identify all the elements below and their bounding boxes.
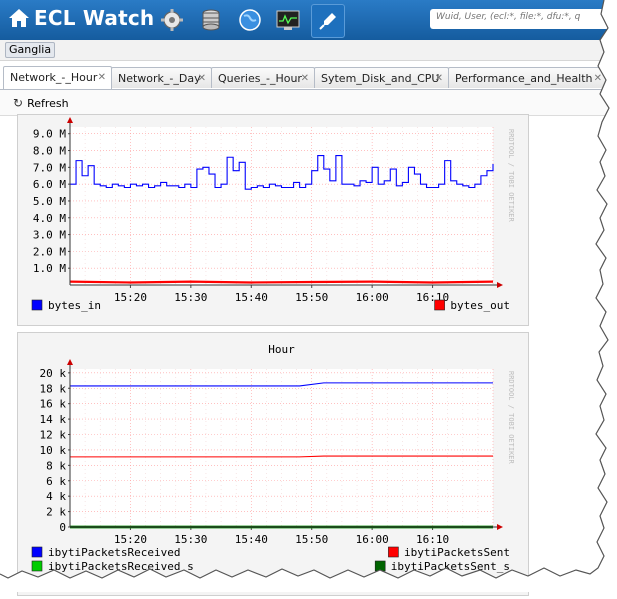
y-tick-label: 10 k <box>40 444 67 457</box>
legend-swatch <box>434 299 445 311</box>
chart-title: Hour <box>268 343 295 356</box>
y-tick-label: 18 k <box>40 382 67 395</box>
plug-icon <box>319 13 336 30</box>
rrdtool-watermark: RRDTOOL / TOBI OETIKER <box>507 129 515 223</box>
x-tick-label: 15:30 <box>174 291 207 304</box>
legend-swatch <box>374 560 386 572</box>
y-tick-label: 16 k <box>40 398 67 411</box>
y-tick-label: 6 k <box>46 475 66 488</box>
rrdtool-watermark: RRDTOOL / TOBI OETIKER <box>507 371 515 465</box>
tab-network-hour[interactable]: Network_-_Hour ✕ <box>3 66 112 89</box>
legend-label: ibytiPacketsReceived_s <box>48 560 194 573</box>
y-tick-label: 9.0 M <box>33 128 66 141</box>
plugins-button[interactable] <box>311 4 345 38</box>
close-icon[interactable]: ✕ <box>197 73 206 84</box>
y-tick-label: 2 k <box>46 506 66 519</box>
x-tick-label: 15:40 <box>235 291 268 304</box>
tab-label: Sytem_Disk_and_CPU <box>321 72 440 85</box>
close-icon[interactable]: ✕ <box>300 73 309 84</box>
x-tick-label: 16:00 <box>356 533 389 546</box>
y-tick-label: 8 k <box>46 459 66 472</box>
y-tick-label: 20 k <box>40 367 67 380</box>
x-tick-label: 15:40 <box>235 533 268 546</box>
tab-label: Network_-_Hour <box>10 71 98 84</box>
monitor-icon[interactable] <box>276 8 300 32</box>
toolbar: ↻ Refresh <box>0 90 617 116</box>
tab-system-disk-cpu[interactable]: Sytem_Disk_and_CPU ✕ <box>314 67 449 88</box>
legend-label: ibytiPacketsSent <box>404 546 510 559</box>
tab-network-day[interactable]: Network_-_Day ✕ <box>111 67 212 88</box>
y-tick-label: 12 k <box>40 429 67 442</box>
graphs-panel: 9.0 M 8.0 M 7.0 M 6.0 M 5.0 M 4.0 M 3.0 M 2.0 M… <box>0 114 617 596</box>
x-tick-label: 16:10 <box>416 533 449 546</box>
y-tick-label: 7.0 M <box>33 161 66 174</box>
legend-swatch <box>31 546 43 558</box>
x-tick-label: 15:50 <box>295 291 328 304</box>
y-tick-label: 14 k <box>40 413 67 426</box>
legend-label: ibytiPacketsReceived <box>48 546 180 559</box>
tab-label: Performance_and_Health <box>455 72 593 85</box>
x-tick-label: 15:30 <box>174 533 207 546</box>
app-title: ECL Watch <box>34 6 155 30</box>
y-tick-label: 6.0 M <box>33 178 66 191</box>
y-tick-label: 0 <box>59 521 66 534</box>
x-tick-label: 16:00 <box>356 291 389 304</box>
x-tick-label: 15:50 <box>295 533 328 546</box>
legend-swatch <box>388 546 399 558</box>
legend-label: ibytiPacketsSent_s <box>391 560 510 573</box>
network-packets-graph: Hour 20 k 18 k 16 k 14 k 12 k 10 k 8 k 6 k 4 k 2 k… <box>17 332 529 596</box>
legend-swatch <box>31 299 43 311</box>
home-icon <box>9 9 29 27</box>
series-line-bytes_out <box>69 280 494 284</box>
globe-icon[interactable] <box>238 8 262 32</box>
x-axis-arrow <box>497 524 503 530</box>
breadcrumb-ganglia[interactable]: Ganglia <box>5 42 56 58</box>
database-icon[interactable] <box>199 8 223 32</box>
app-logo[interactable]: ECL Watch <box>8 6 154 30</box>
y-tick-label: 1.0 M <box>33 262 66 275</box>
y-tick-label: 4.0 M <box>33 212 66 225</box>
y-tick-label: 2.0 M <box>33 245 66 258</box>
legend-label: bytes_in <box>48 299 101 312</box>
tab-label: Queries_-_Hour <box>218 72 302 85</box>
app-header: ECL Watch <box>0 0 617 40</box>
search-box[interactable] <box>430 9 617 29</box>
y-tick-label: 8.0 M <box>33 145 66 158</box>
y-tick-label: 5.0 M <box>33 195 66 208</box>
tab-performance-health[interactable]: Performance_and_Health ✕ <box>448 67 608 88</box>
refresh-label: Refresh <box>27 96 69 110</box>
breadcrumb-bar: Ganglia <box>0 40 617 61</box>
y-tick-label: 4 k <box>46 490 66 503</box>
close-icon[interactable]: ✕ <box>593 73 602 84</box>
x-axis-arrow <box>497 282 503 288</box>
close-icon[interactable]: ✕ <box>434 73 443 84</box>
y-axis-arrow <box>67 117 73 123</box>
close-icon[interactable]: ✕ <box>97 72 106 83</box>
packets-chart: Hour 20 k 18 k 16 k 14 k 12 k 10 k 8 k 6 k 4 k 2 k… <box>31 343 515 573</box>
network-bytes-graph: 9.0 M 8.0 M 7.0 M 6.0 M 5.0 M 4.0 M 3.0 M 2.0 M… <box>17 114 529 326</box>
y-tick-label: 3.0 M <box>33 229 66 242</box>
x-tick-label: 15:20 <box>114 291 147 304</box>
y-axis-arrow <box>67 359 73 365</box>
search-input[interactable] <box>436 12 616 22</box>
gear-icon[interactable] <box>160 8 184 32</box>
x-tick-label: 15:20 <box>114 533 147 546</box>
tab-bar: Network_-_Hour ✕ Network_-_Day ✕ Queries_-… <box>0 63 617 90</box>
bytes-chart: 9.0 M 8.0 M 7.0 M 6.0 M 5.0 M 4.0 M 3.0 M 2.0 M… <box>31 117 515 312</box>
legend-swatch <box>31 560 43 572</box>
tab-queries-hour[interactable]: Queries_-_Hour ✕ <box>211 67 315 88</box>
plot-area <box>70 369 493 527</box>
legend-label: bytes_out <box>450 299 510 312</box>
tab-label: Network_-_Day <box>118 72 201 85</box>
refresh-button[interactable]: ↻ Refresh <box>13 96 69 110</box>
refresh-icon: ↻ <box>13 96 24 110</box>
